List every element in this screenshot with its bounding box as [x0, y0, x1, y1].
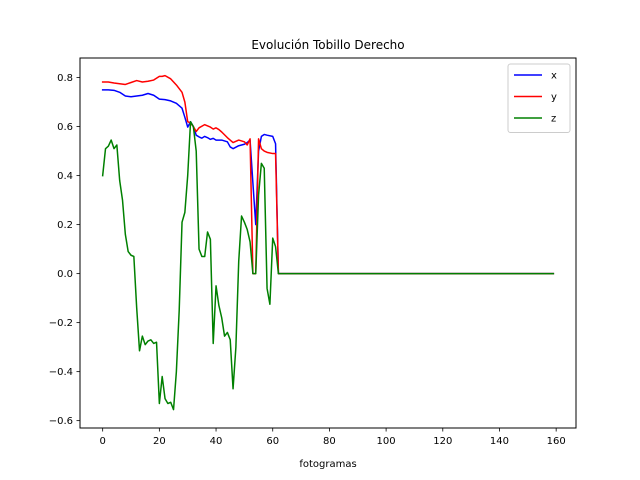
ticks-layer: 0 20 40 60 80 100 120 140 160 −0.6 −0.4 −0.2 0.0 0.2 0…	[49, 73, 566, 447]
series-line-y	[101, 74, 555, 275]
y-tick-label: −0.2	[49, 318, 73, 329]
series-layer	[101, 74, 555, 411]
legend-box	[507, 63, 571, 133]
plot-frame	[79, 57, 577, 429]
legend-label-x: x	[551, 71, 557, 82]
legend-label-z: z	[551, 114, 556, 125]
y-tick-label: 0.6	[57, 122, 73, 133]
y-tick-label: 0.4	[57, 171, 73, 182]
x-tick-label: 0	[99, 436, 105, 447]
x-tick-label: 100	[377, 436, 396, 447]
legend-label-y: y	[551, 92, 557, 103]
y-tick-label: 0.0	[57, 269, 73, 280]
legend: xyz	[507, 63, 571, 133]
x-tick-label: 20	[153, 436, 166, 447]
chart-title: Evolución Tobillo Derecho	[251, 38, 404, 52]
y-tick-label: −0.4	[49, 367, 73, 378]
x-tick-label: 60	[266, 436, 279, 447]
x-axis-label: fotogramas	[299, 459, 356, 470]
x-tick-label: 120	[433, 436, 452, 447]
y-tick-label: 0.2	[57, 220, 73, 231]
y-tick-label: −0.6	[49, 416, 73, 427]
x-tick-label: 160	[547, 436, 566, 447]
series-line-z	[101, 120, 555, 411]
x-tick-label: 140	[490, 436, 509, 447]
y-tick-label: 0.8	[57, 73, 73, 84]
x-tick-label: 40	[210, 436, 223, 447]
x-tick-label: 80	[323, 436, 336, 447]
